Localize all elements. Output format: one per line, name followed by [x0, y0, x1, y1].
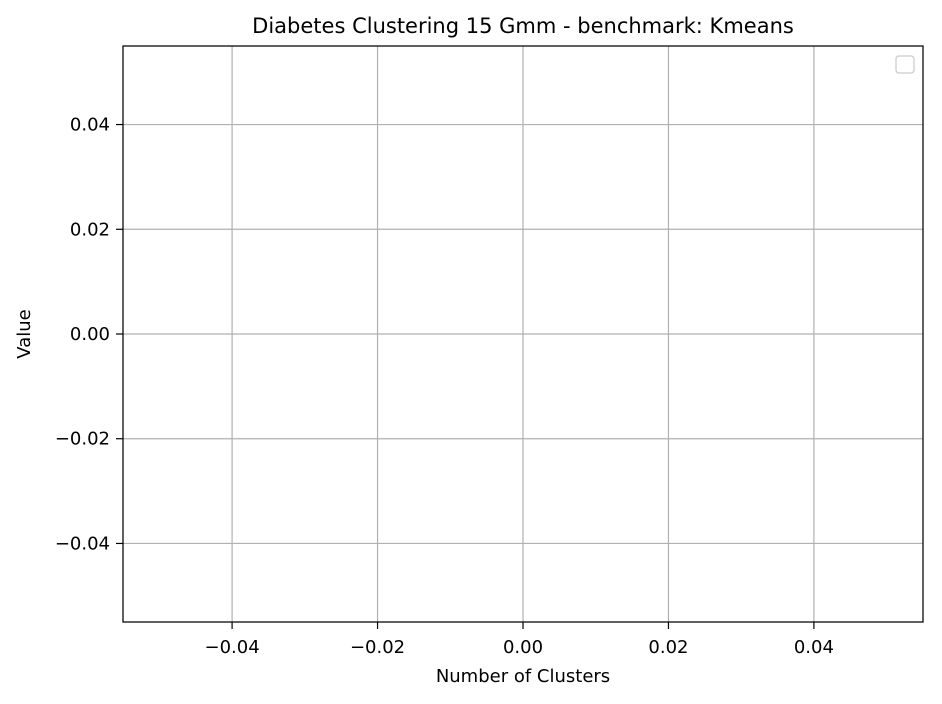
y-tick-label: 0.04	[70, 115, 110, 136]
legend-box	[895, 55, 915, 74]
x-axis-label: Number of Clusters	[436, 666, 610, 687]
x-tick-label: 0.02	[648, 637, 688, 658]
x-tick-label: 0.04	[794, 637, 834, 658]
grid-layer	[123, 46, 923, 622]
tick-layer: −0.04 −0.02 0.00 0.02 0.04 0.04 0.02 0.00 −0.02 −…	[55, 115, 834, 658]
y-tick-label: 0.02	[70, 219, 110, 240]
x-tick-label: −0.04	[205, 637, 260, 658]
x-tick-label: 0.00	[503, 637, 543, 658]
y-tick-label: −0.04	[55, 533, 110, 554]
y-axis-label: Value	[14, 309, 35, 358]
y-tick-label: 0.00	[70, 324, 110, 345]
x-tick-label: −0.02	[350, 637, 405, 658]
y-tick-label: −0.02	[55, 429, 110, 450]
chart-title: Diabetes Clustering 15 Gmm - benchmark: …	[252, 14, 794, 38]
